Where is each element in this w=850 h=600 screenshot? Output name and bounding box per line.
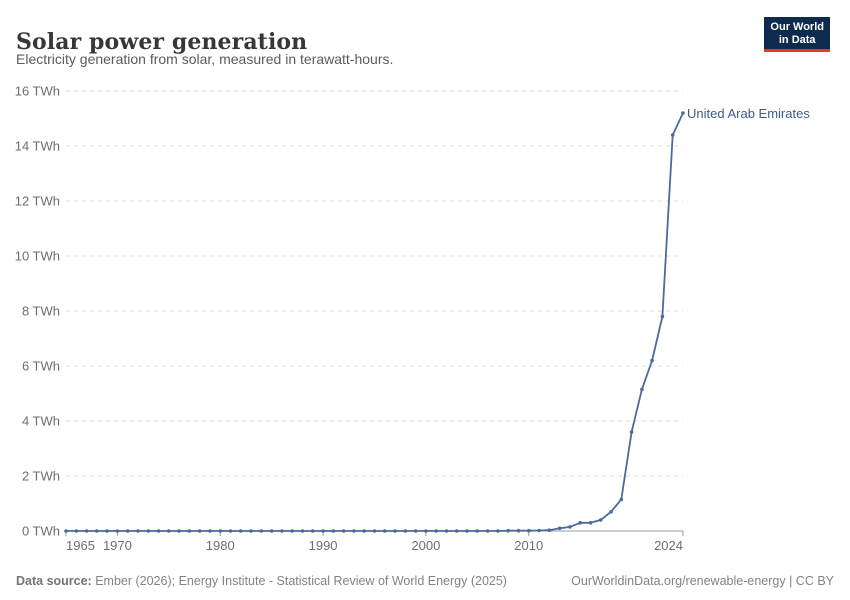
data-source-note: Data source: Ember (2026); Energy Instit… <box>16 574 507 588</box>
data-point[interactable] <box>485 529 490 533</box>
data-point[interactable] <box>136 529 140 533</box>
data-point[interactable] <box>660 314 665 319</box>
series-label: United Arab Emirates <box>687 106 810 121</box>
data-point[interactable] <box>506 528 511 533</box>
y-tick-label: 0 TWh <box>22 524 60 539</box>
y-tick-label: 6 TWh <box>22 359 60 374</box>
y-tick-label: 2 TWh <box>22 469 60 484</box>
x-tick-label: 2024 <box>654 538 683 553</box>
chart-subtitle: Electricity generation from solar, measu… <box>16 51 394 67</box>
data-point[interactable] <box>228 529 233 533</box>
data-point[interactable] <box>125 529 130 533</box>
data-point[interactable] <box>208 529 212 533</box>
data-point[interactable] <box>300 529 305 533</box>
data-point[interactable] <box>167 529 171 533</box>
owid-url-license[interactable]: OurWorldinData.org/renewable-energy | CC… <box>571 574 834 588</box>
owid-logo-line2: in Data <box>778 34 816 47</box>
data-point[interactable] <box>557 526 562 531</box>
data-point[interactable] <box>197 529 202 533</box>
chart-footer: Data source: Ember (2026); Energy Instit… <box>16 574 834 588</box>
data-point[interactable] <box>619 497 624 502</box>
y-tick-label: 12 TWh <box>15 194 60 209</box>
data-point[interactable] <box>496 529 500 533</box>
data-point[interactable] <box>146 529 151 533</box>
data-point[interactable] <box>444 529 449 533</box>
data-point[interactable] <box>650 358 654 363</box>
data-point[interactable] <box>249 529 253 533</box>
data-point[interactable] <box>290 529 295 533</box>
data-point[interactable] <box>187 529 192 533</box>
data-point[interactable] <box>393 529 397 533</box>
data-point[interactable] <box>311 529 315 533</box>
data-point[interactable] <box>321 529 325 533</box>
data-point[interactable] <box>239 529 243 533</box>
y-tick-label: 14 TWh <box>15 139 60 154</box>
data-point[interactable] <box>218 529 223 533</box>
data-point[interactable] <box>475 529 480 533</box>
data-point[interactable] <box>269 529 274 533</box>
x-tick-label: 1970 <box>103 538 132 553</box>
data-point[interactable] <box>64 529 68 533</box>
data-point[interactable] <box>455 529 459 533</box>
y-tick-label: 4 TWh <box>22 414 60 429</box>
data-point[interactable] <box>372 529 377 533</box>
series-line[interactable] <box>66 112 684 532</box>
x-tick-label: 1965 <box>66 538 95 553</box>
data-point[interactable] <box>537 528 541 533</box>
data-point[interactable] <box>578 521 582 525</box>
y-tick-label: 8 TWh <box>22 304 60 319</box>
data-point[interactable] <box>640 387 644 392</box>
data-point[interactable] <box>670 133 675 137</box>
x-tick-label: 1980 <box>206 538 235 553</box>
data-point[interactable] <box>588 521 593 525</box>
data-point[interactable] <box>115 529 120 533</box>
data-point[interactable] <box>516 528 521 533</box>
data-point[interactable] <box>95 529 99 533</box>
data-point[interactable] <box>424 529 428 533</box>
data-point[interactable] <box>84 529 89 533</box>
data-point[interactable] <box>105 529 109 533</box>
data-point[interactable] <box>547 528 552 532</box>
page-title: Solar power generation <box>16 28 308 55</box>
data-point[interactable] <box>629 430 634 434</box>
data-point[interactable] <box>383 529 387 533</box>
data-source-text: Ember (2026); Energy Institute - Statist… <box>91 574 507 588</box>
data-point[interactable] <box>352 529 356 533</box>
data-point[interactable] <box>156 529 161 533</box>
data-point[interactable] <box>413 529 418 533</box>
data-point[interactable] <box>177 529 181 533</box>
data-point[interactable] <box>280 529 284 533</box>
x-tick-label: 1990 <box>309 538 338 553</box>
data-point[interactable] <box>331 529 336 533</box>
data-point[interactable] <box>259 529 264 533</box>
data-point[interactable] <box>527 528 531 533</box>
data-point[interactable] <box>434 529 439 533</box>
data-point[interactable] <box>568 525 572 529</box>
data-point[interactable] <box>341 529 346 533</box>
data-point[interactable] <box>609 510 613 514</box>
data-source-label: Data source: <box>16 574 92 588</box>
data-point[interactable] <box>362 529 367 533</box>
x-tick-label: 2010 <box>514 538 543 553</box>
owid-logo[interactable]: Our World in Data <box>764 17 830 53</box>
data-point[interactable] <box>403 529 408 533</box>
data-point[interactable] <box>681 111 685 115</box>
y-tick-label: 16 TWh <box>15 84 60 99</box>
data-point[interactable] <box>598 518 603 522</box>
y-tick-label: 10 TWh <box>15 249 60 264</box>
data-point[interactable] <box>465 529 469 533</box>
data-point[interactable] <box>74 529 79 533</box>
x-tick-label: 2000 <box>411 538 440 553</box>
owid-logo-line1: Our World <box>770 21 824 33</box>
